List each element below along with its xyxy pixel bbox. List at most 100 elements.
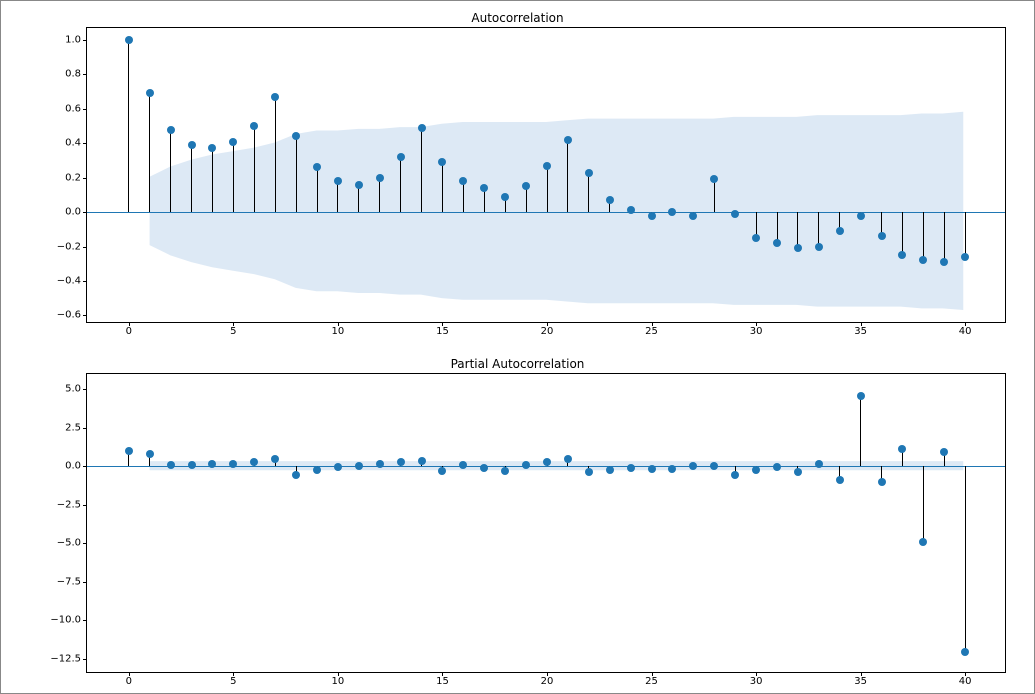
marker — [731, 210, 739, 218]
marker — [940, 258, 948, 266]
stem — [902, 212, 903, 255]
stem — [275, 97, 276, 212]
marker — [773, 239, 781, 247]
marker — [167, 126, 175, 134]
pacf-zero-line — [87, 466, 1005, 467]
stem — [965, 466, 966, 652]
pacf-title: Partial Autocorrelation — [1, 357, 1034, 371]
stem — [296, 136, 297, 212]
marker — [292, 471, 300, 479]
stem — [379, 178, 380, 212]
marker — [564, 455, 572, 463]
marker — [752, 234, 760, 242]
acf-zero-line — [87, 212, 1005, 213]
marker — [898, 251, 906, 259]
marker — [397, 153, 405, 161]
marker — [355, 181, 363, 189]
marker — [836, 227, 844, 235]
marker — [459, 461, 467, 469]
stem — [442, 162, 443, 212]
marker — [313, 163, 321, 171]
ytick-label: −10.0 — [50, 615, 87, 626]
stem — [400, 157, 401, 212]
marker — [710, 175, 718, 183]
stem — [547, 166, 548, 212]
marker — [543, 162, 551, 170]
figure-frame: Autocorrelation −0.6−0.4−0.20.00.20.40.6… — [0, 0, 1035, 694]
marker — [229, 460, 237, 468]
stem — [254, 126, 255, 212]
marker — [480, 184, 488, 192]
ytick-label: −12.5 — [50, 653, 87, 664]
marker — [522, 461, 530, 469]
stem — [567, 140, 568, 212]
marker — [627, 206, 635, 214]
marker — [188, 461, 196, 469]
marker — [689, 462, 697, 470]
stem — [212, 148, 213, 212]
marker — [459, 177, 467, 185]
marker — [710, 462, 718, 470]
marker — [815, 243, 823, 251]
marker — [146, 450, 154, 458]
marker — [167, 461, 175, 469]
marker — [438, 158, 446, 166]
marker — [731, 471, 739, 479]
marker — [585, 169, 593, 177]
marker — [857, 212, 865, 220]
pacf-panel: −12.5−10.0−7.5−5.0−2.50.02.55.0 05101520… — [86, 373, 1006, 673]
stem — [818, 212, 819, 246]
marker — [940, 448, 948, 456]
marker — [961, 648, 969, 656]
marker — [229, 138, 237, 146]
marker — [606, 466, 614, 474]
marker — [418, 457, 426, 465]
marker — [919, 538, 927, 546]
marker — [501, 467, 509, 475]
stem — [191, 145, 192, 212]
stem — [588, 173, 589, 213]
pacf-confidence-band — [87, 374, 1005, 672]
stem — [337, 181, 338, 212]
stem — [965, 212, 966, 257]
marker — [815, 460, 823, 468]
marker — [376, 460, 384, 468]
marker — [585, 468, 593, 476]
stem — [923, 212, 924, 260]
marker — [878, 232, 886, 240]
marker — [208, 460, 216, 468]
marker — [857, 392, 865, 400]
marker — [668, 208, 676, 216]
marker — [752, 466, 760, 474]
marker — [418, 124, 426, 132]
marker — [188, 141, 196, 149]
marker — [794, 244, 802, 252]
marker — [334, 177, 342, 185]
marker — [898, 445, 906, 453]
stem — [358, 185, 359, 213]
marker — [668, 465, 676, 473]
marker — [271, 93, 279, 101]
marker — [376, 174, 384, 182]
marker — [794, 468, 802, 476]
stem — [233, 142, 234, 213]
marker — [501, 193, 509, 201]
marker — [564, 136, 572, 144]
marker — [543, 458, 551, 466]
marker — [836, 476, 844, 484]
marker — [250, 458, 258, 466]
marker — [961, 253, 969, 261]
marker — [397, 458, 405, 466]
stem — [714, 179, 715, 212]
marker — [292, 132, 300, 140]
marker — [355, 462, 363, 470]
marker — [271, 455, 279, 463]
acf-title: Autocorrelation — [1, 11, 1034, 25]
stem — [860, 396, 861, 467]
marker — [125, 447, 133, 455]
stem — [317, 167, 318, 212]
marker — [125, 36, 133, 44]
marker — [438, 467, 446, 475]
marker — [919, 256, 927, 264]
stem — [421, 128, 422, 212]
